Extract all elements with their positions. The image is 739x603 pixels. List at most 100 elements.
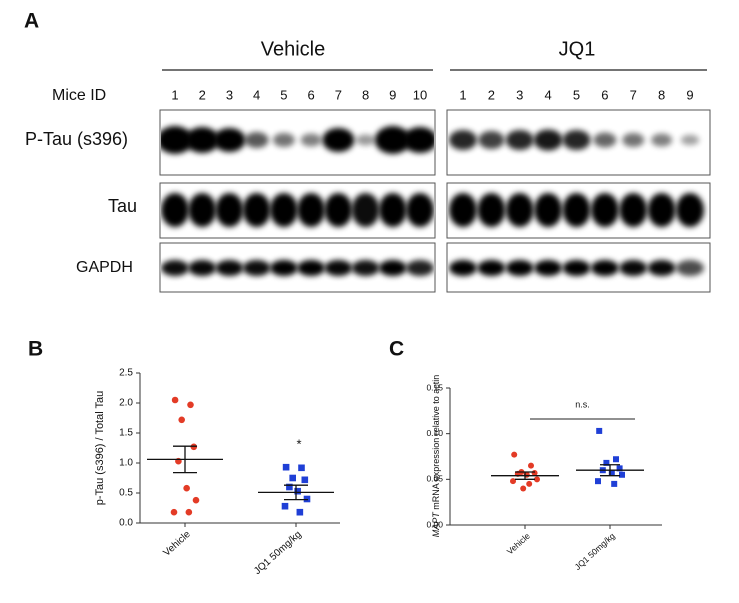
blot-band — [449, 193, 477, 227]
data-point — [608, 469, 615, 476]
data-point — [511, 451, 518, 458]
mouse-id: 8 — [362, 87, 369, 102]
data-point — [281, 502, 289, 510]
blot-band — [272, 133, 295, 147]
blot-band — [215, 193, 244, 227]
data-point — [526, 480, 533, 487]
data-point — [294, 487, 301, 495]
blot-bands — [161, 193, 434, 227]
blot-band — [242, 260, 271, 276]
mouse-id: 8 — [658, 87, 665, 102]
data-point — [619, 471, 625, 478]
data-point — [528, 462, 534, 469]
blot-band — [449, 260, 477, 276]
data-point — [192, 496, 200, 504]
blot-band — [378, 193, 407, 227]
y-tick-label: 0.5 — [119, 488, 133, 499]
group-label: Vehicle — [261, 38, 326, 60]
mouse-id: 5 — [280, 87, 287, 102]
data-point — [296, 508, 304, 516]
blot-band — [676, 260, 704, 276]
blot-band — [651, 133, 673, 147]
blot-band — [351, 193, 380, 227]
blot-band — [477, 260, 506, 276]
blot-band — [378, 260, 407, 276]
blot-band — [505, 130, 534, 150]
blot-band — [477, 193, 506, 227]
panel-label: B — [28, 338, 43, 361]
data-point — [616, 465, 623, 472]
data-point — [596, 427, 603, 434]
blot-bands — [449, 193, 704, 227]
blot-band — [269, 260, 298, 276]
blot-band — [324, 260, 353, 276]
mouse-id: 5 — [573, 87, 580, 102]
data-point — [170, 508, 178, 516]
annotation: n.s. — [575, 399, 590, 409]
data-point — [520, 485, 527, 492]
blot-band — [215, 260, 244, 276]
y-tick-label: 0.15 — [426, 382, 443, 392]
blot-band — [297, 193, 326, 227]
y-tick-label: 2.5 — [119, 368, 133, 379]
blot-band — [505, 260, 534, 276]
blot-band — [619, 193, 648, 227]
blot-band — [680, 134, 700, 146]
blot-band — [449, 130, 477, 150]
blot-band — [356, 134, 376, 146]
y-axis-label: MAPT mRNA expression relative to actin — [431, 375, 441, 538]
blot-band — [647, 260, 676, 276]
gene-name: MAPT — [431, 511, 441, 538]
y-tick-label: 1.0 — [119, 458, 133, 469]
row-label: P-Tau (s396) — [25, 129, 128, 149]
blot-band — [406, 260, 434, 276]
y-tick-label: 0.05 — [426, 474, 443, 484]
row-label: Tau — [108, 196, 137, 216]
blot-band — [562, 193, 591, 227]
mouse-id: 6 — [601, 87, 608, 102]
blot-band — [324, 193, 353, 227]
blot-band — [619, 260, 648, 276]
data-point — [183, 484, 190, 492]
mouse-id: 1 — [459, 87, 466, 102]
blot-band — [351, 260, 380, 276]
blot-band — [533, 129, 563, 151]
mouse-id: 6 — [307, 87, 314, 102]
annotation: * — [296, 436, 301, 451]
blot-bands — [449, 129, 700, 151]
mouse-id: 9 — [389, 87, 396, 102]
data-point — [187, 401, 194, 409]
blot-band — [269, 193, 298, 227]
blot-band — [562, 130, 591, 150]
blot-band — [161, 193, 189, 227]
data-point — [171, 396, 179, 404]
blot-band — [161, 260, 189, 276]
data-point — [613, 456, 619, 463]
blot-band — [188, 260, 217, 276]
mouse-id: 4 — [253, 87, 260, 102]
mouse-id: 4 — [545, 87, 552, 102]
mouse-id: 2 — [199, 87, 206, 102]
blot-band — [590, 193, 619, 227]
y-axis-label: p-Tau (s396) / Total Tau — [94, 391, 106, 506]
blot-bands — [161, 126, 434, 154]
blot-band — [185, 127, 220, 153]
data-point — [534, 476, 540, 483]
panel-label: C — [389, 338, 404, 361]
data-point — [510, 478, 516, 485]
mouse-id: 3 — [226, 87, 233, 102]
blot-band — [676, 193, 704, 227]
blot-band — [534, 193, 563, 227]
blot-band — [188, 193, 217, 227]
blot-band — [590, 260, 619, 276]
data-point — [298, 464, 305, 472]
data-point — [289, 474, 296, 482]
mouse-id: 7 — [630, 87, 637, 102]
mouse-id: 9 — [686, 87, 693, 102]
row-label: GAPDH — [76, 259, 133, 276]
blot-band — [478, 131, 505, 149]
data-point — [603, 459, 610, 466]
blot-band — [244, 132, 269, 148]
y-tick-label: 0.0 — [119, 518, 133, 529]
